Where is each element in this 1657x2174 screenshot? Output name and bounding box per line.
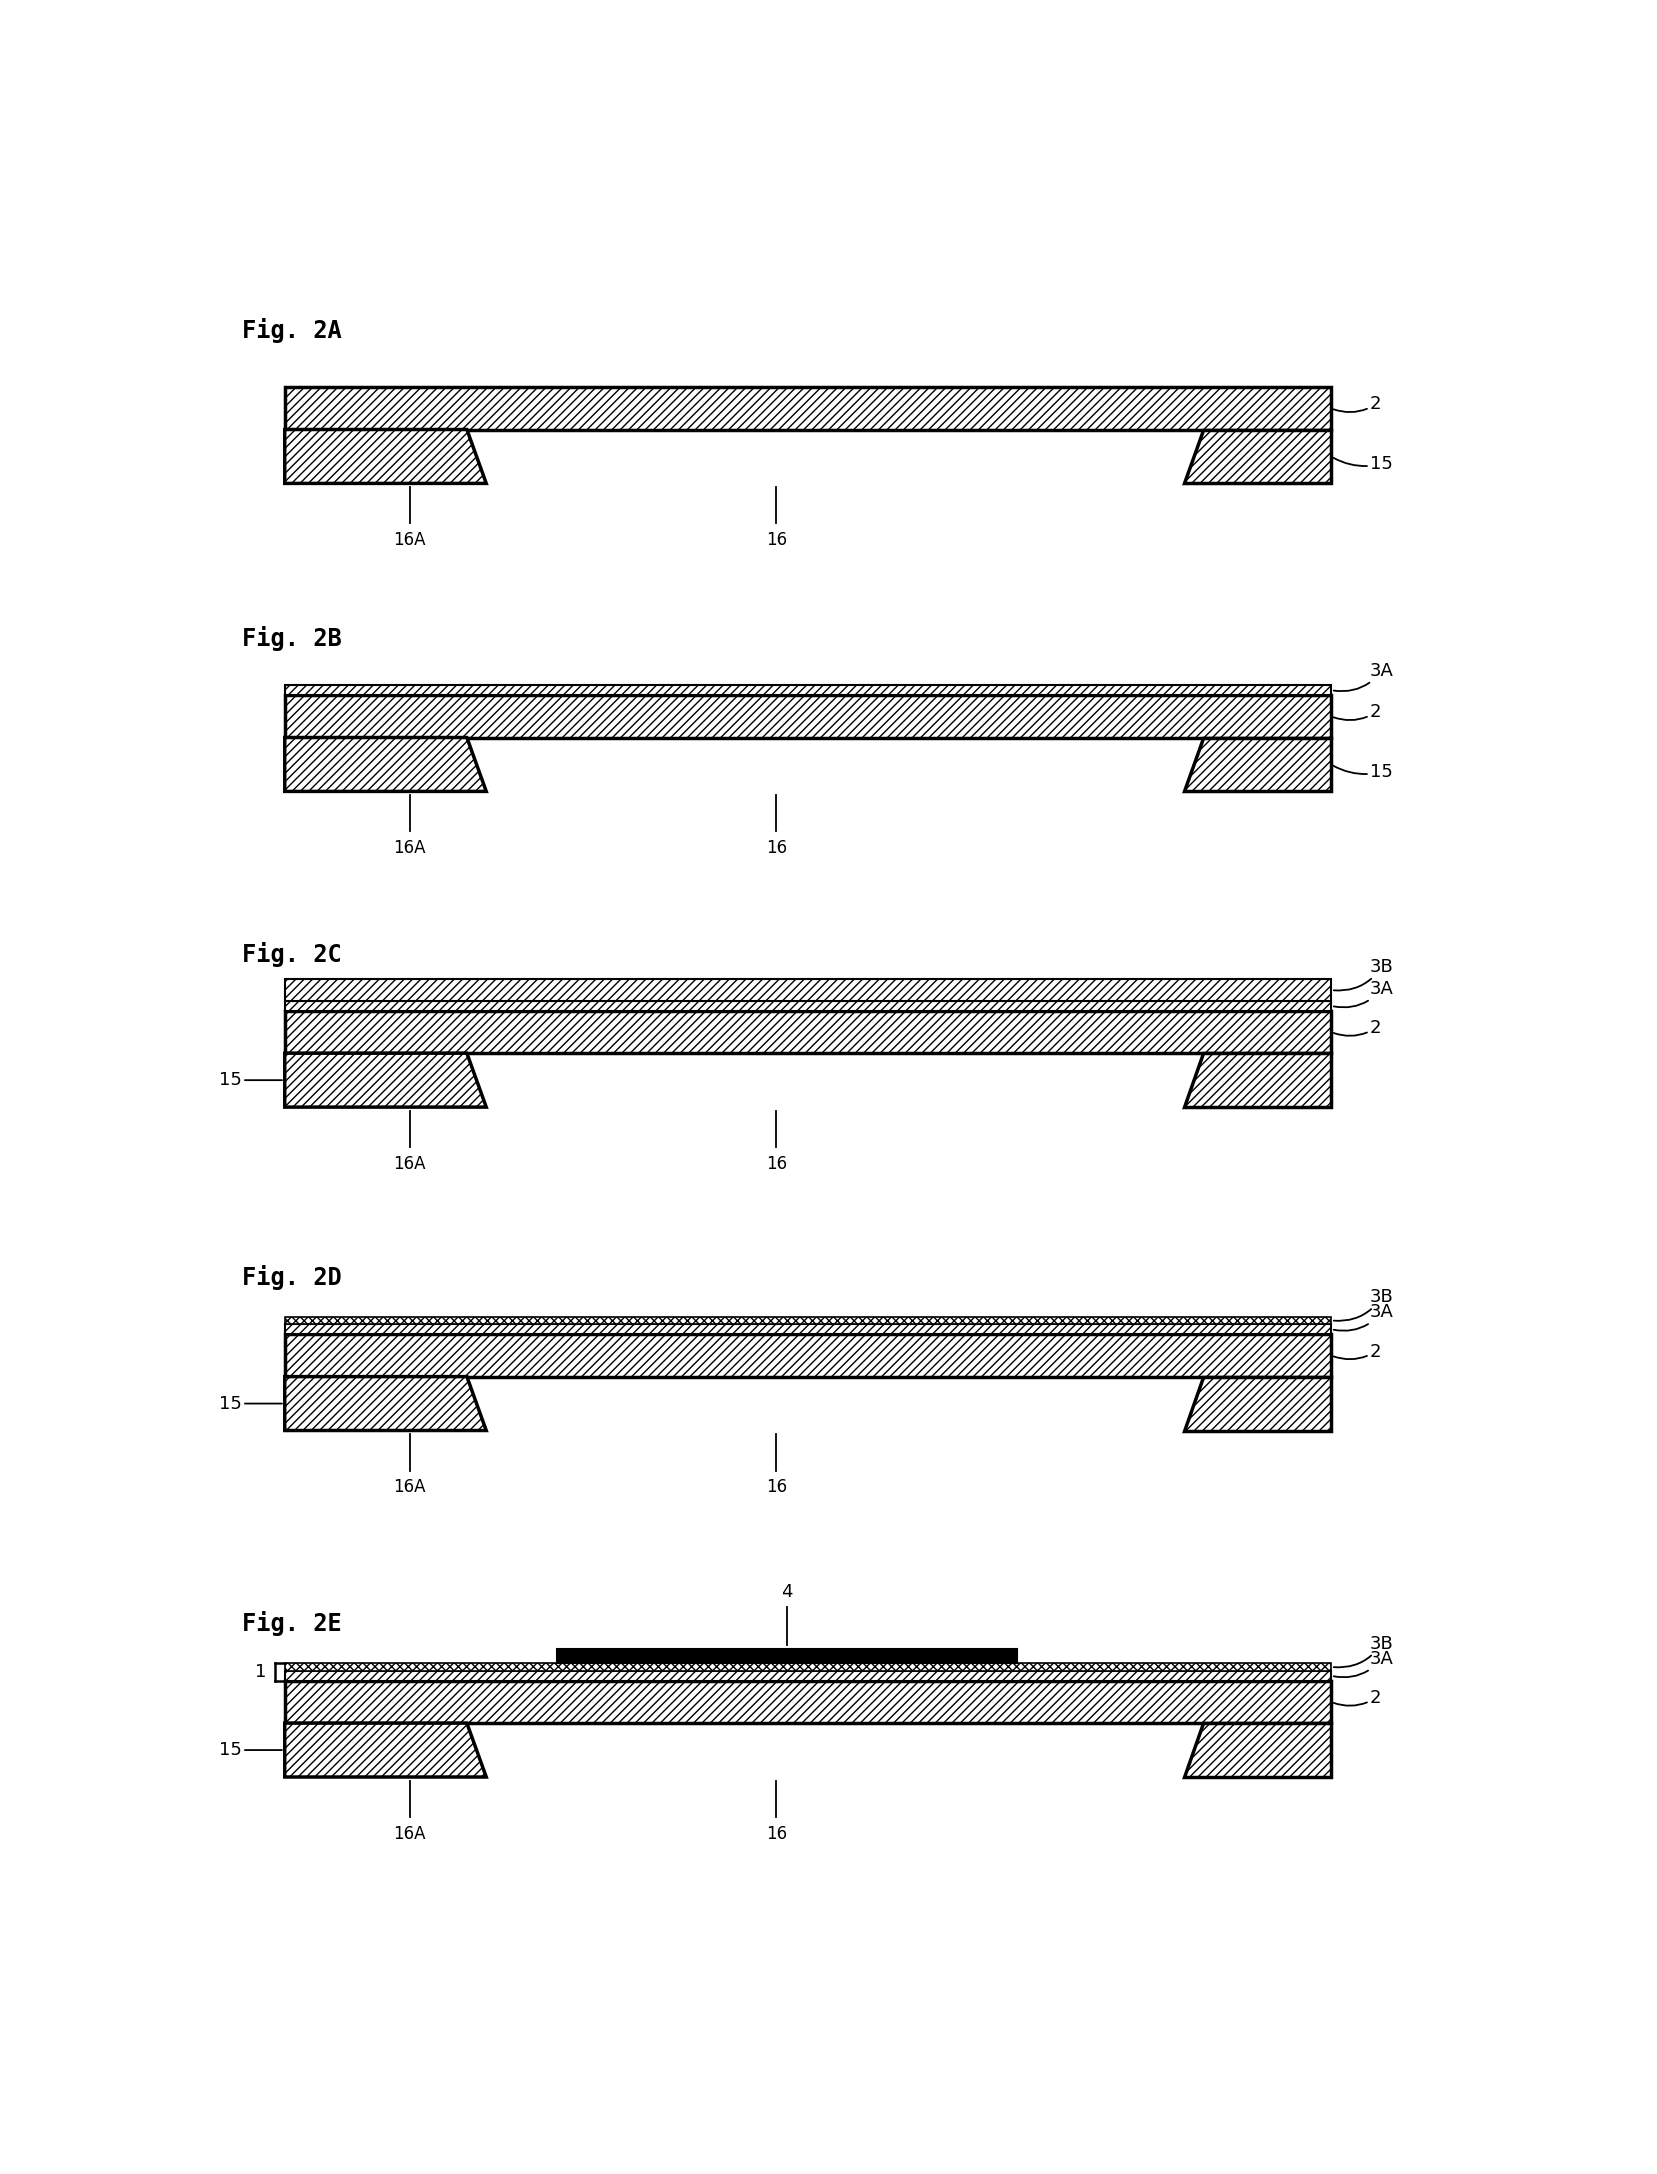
Polygon shape — [1183, 430, 1331, 483]
Text: 3B: 3B — [1332, 1289, 1392, 1322]
Text: 2: 2 — [1332, 1020, 1380, 1037]
Text: Fig. 2E: Fig. 2E — [242, 1611, 341, 1637]
Text: 3A: 3A — [1332, 661, 1394, 691]
Bar — [285, 1011, 1331, 1052]
Polygon shape — [285, 1376, 486, 1430]
Text: Fig. 2D: Fig. 2D — [242, 1265, 341, 1289]
Text: 16: 16 — [766, 839, 787, 857]
Bar — [285, 1000, 1331, 1011]
Bar — [285, 685, 1331, 696]
Bar — [285, 387, 1331, 430]
Text: 15: 15 — [219, 1072, 282, 1089]
Bar — [285, 1335, 1331, 1376]
Text: 16A: 16A — [393, 1824, 426, 1844]
Bar — [285, 1672, 1331, 1681]
Bar — [557, 1650, 1016, 1663]
Polygon shape — [1183, 1376, 1331, 1430]
Text: Fig. 2A: Fig. 2A — [242, 317, 341, 343]
Polygon shape — [285, 1052, 486, 1107]
Polygon shape — [1183, 737, 1331, 791]
Text: 15: 15 — [1332, 763, 1392, 780]
Text: 2: 2 — [1332, 1344, 1380, 1361]
Text: 2: 2 — [1332, 1689, 1380, 1707]
Polygon shape — [285, 430, 486, 483]
Text: 16: 16 — [766, 1478, 787, 1496]
Text: 2: 2 — [1332, 396, 1380, 413]
Text: 15: 15 — [1332, 454, 1392, 474]
Text: 4: 4 — [780, 1583, 792, 1600]
Polygon shape — [285, 1724, 486, 1776]
Text: Fig. 2B: Fig. 2B — [242, 626, 341, 650]
Text: 3B: 3B — [1332, 959, 1392, 991]
Bar — [285, 978, 1331, 1000]
Text: 3A: 3A — [1332, 1650, 1394, 1678]
Polygon shape — [285, 737, 486, 791]
Polygon shape — [1183, 1724, 1331, 1776]
Bar — [285, 696, 1331, 737]
Text: 16A: 16A — [393, 530, 426, 550]
Bar — [285, 1681, 1331, 1724]
Polygon shape — [1183, 1052, 1331, 1107]
Text: 16: 16 — [766, 530, 787, 550]
Text: 15: 15 — [219, 1394, 282, 1413]
Text: 3B: 3B — [1332, 1635, 1392, 1667]
Text: 2: 2 — [1332, 704, 1380, 722]
Text: 16A: 16A — [393, 1154, 426, 1172]
Text: 16A: 16A — [393, 839, 426, 857]
Text: 15: 15 — [219, 1741, 282, 1759]
Text: 16A: 16A — [393, 1478, 426, 1496]
Text: 3A: 3A — [1332, 1304, 1394, 1330]
Text: 3A: 3A — [1332, 980, 1394, 1007]
Text: 16: 16 — [766, 1154, 787, 1172]
Text: Fig. 2C: Fig. 2C — [242, 941, 341, 967]
Text: 16: 16 — [766, 1824, 787, 1844]
Bar — [285, 1663, 1331, 1672]
Bar — [285, 1324, 1331, 1335]
Text: 1: 1 — [255, 1663, 267, 1681]
Bar — [285, 1317, 1331, 1324]
